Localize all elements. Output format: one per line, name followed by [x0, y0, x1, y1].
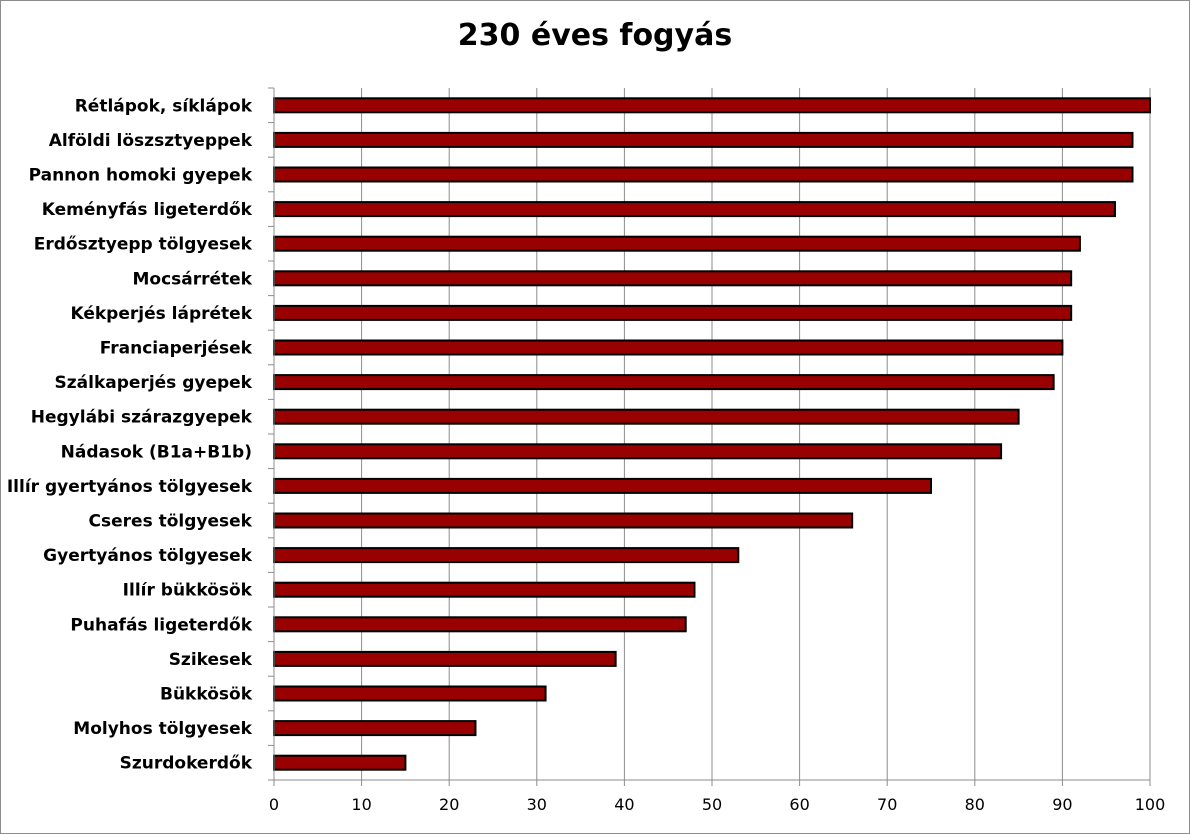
category-label: Molyhos tölgyesek: [73, 719, 252, 739]
category-label: Cseres tölgyesek: [89, 512, 253, 532]
bar: [273, 131, 1134, 148]
x-axis-ticks: 0 10 20 30 40 50 60 70 80 90 100: [268, 87, 1166, 814]
category-label: Puhafás ligeterdők: [70, 615, 252, 635]
category-label: Szurdokerdők: [120, 754, 253, 774]
bar: [273, 166, 1134, 183]
x-tick-label: 80: [965, 795, 985, 814]
bar: [273, 443, 1003, 460]
bar: [273, 512, 854, 529]
bar: [273, 270, 1073, 287]
bar: [273, 477, 932, 494]
category-label: Mocsárrétek: [132, 269, 252, 289]
axes: [273, 88, 1150, 781]
x-tick-label: 40: [614, 795, 634, 814]
category-label: Bükkösök: [160, 685, 253, 705]
x-tick-label: 60: [789, 795, 809, 814]
category-label: Illír gyertyános tölgyesek: [7, 477, 253, 497]
bar: [273, 754, 407, 771]
gridlines: [361, 88, 1151, 780]
bar: [273, 408, 1020, 425]
x-tick-label: 10: [351, 795, 371, 814]
category-label: Franciaperjések: [100, 339, 253, 359]
category-label: Rétlápok, síklápok: [75, 96, 253, 116]
category-label: Szálkaperjés gyepek: [55, 373, 253, 393]
category-label: Pannon homoki gyepek: [29, 166, 253, 186]
x-tick-label: 50: [702, 795, 722, 814]
bar: [273, 547, 740, 564]
category-labels: Rétlápok, síklápok Alföldi löszsztyeppek P…: [7, 96, 253, 773]
bar: [273, 685, 547, 702]
x-tick-label: 20: [439, 795, 459, 814]
category-label: Nádasok (B1a+B1b): [61, 442, 252, 462]
chart-title: 230 éves fogyás: [457, 18, 733, 53]
category-label: Kékperjés láprétek: [70, 304, 252, 324]
category-label: Hegylábi szárazgyepek: [31, 408, 253, 428]
category-label: Illír bükkösök: [123, 581, 253, 601]
category-label: Keményfás ligeterdők: [42, 200, 253, 220]
bar: [273, 97, 1151, 114]
bar: [273, 304, 1073, 321]
bar: [273, 650, 617, 667]
category-label: Erdősztyepp tölgyesek: [34, 235, 253, 255]
category-label: Gyertyános tölgyesek: [43, 546, 253, 566]
bar: [273, 720, 477, 737]
x-tick-label: 70: [877, 795, 897, 814]
category-label: Alföldi löszsztyeppek: [49, 131, 253, 151]
bar: [273, 581, 696, 598]
x-tick-label: 0: [269, 795, 279, 814]
x-tick-label: 100: [1135, 795, 1166, 814]
bar: [273, 201, 1116, 218]
x-tick-label: 30: [527, 795, 547, 814]
bar: [273, 339, 1064, 356]
bar: [273, 374, 1055, 391]
category-label: Szikesek: [169, 650, 253, 670]
bars: [273, 97, 1151, 771]
bar: [273, 616, 687, 633]
x-tick-label: 90: [1052, 795, 1072, 814]
bar: [273, 235, 1081, 252]
